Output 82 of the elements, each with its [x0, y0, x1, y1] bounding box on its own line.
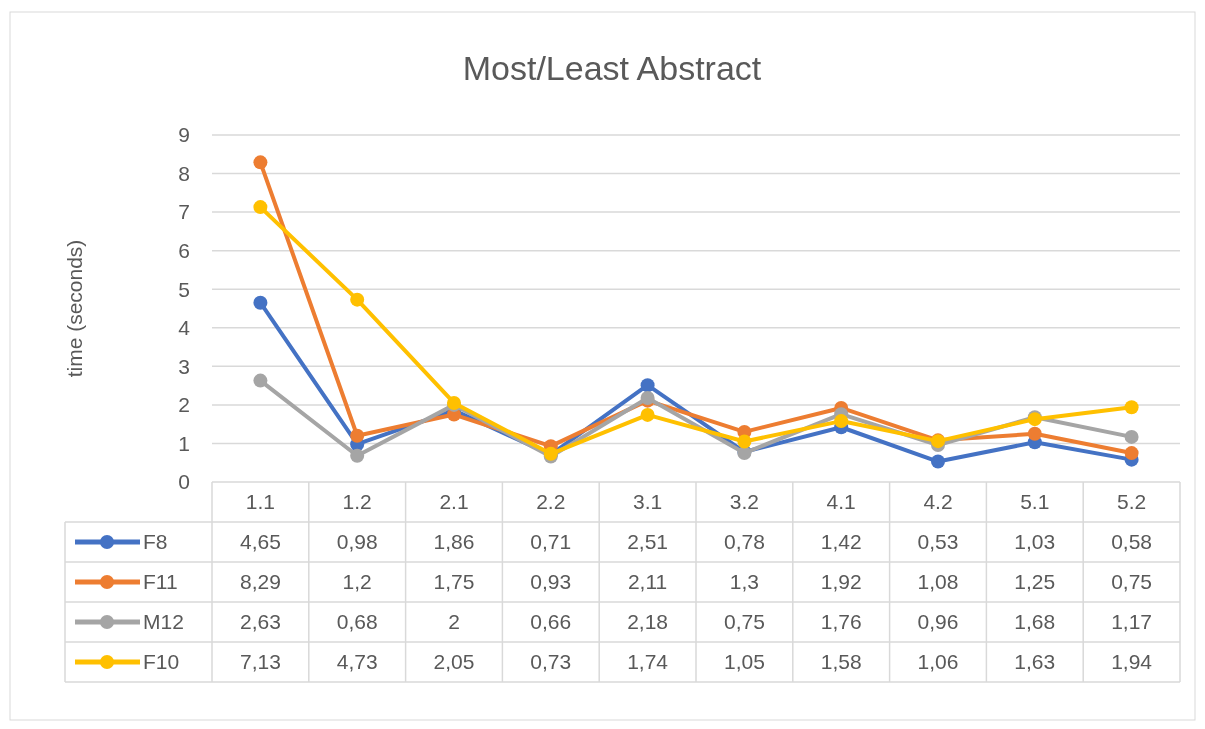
y-axis-title: time (seconds): [63, 239, 86, 378]
data-label: 1,76: [820, 610, 862, 634]
data-label: 0,58: [1111, 530, 1153, 554]
data-label: 8,29: [239, 570, 281, 594]
x-tick-label: 2.2: [536, 490, 566, 514]
legend-label: F11: [143, 570, 178, 594]
point: [931, 454, 945, 469]
y-tick-label: 5: [178, 277, 190, 301]
data-label: 2: [448, 610, 460, 634]
data-label: 4,65: [239, 530, 281, 554]
point: [640, 407, 655, 422]
data-label: 0,68: [336, 610, 378, 634]
data-label: 0,71: [530, 530, 572, 554]
point: [640, 378, 655, 393]
y-tick-label: 0: [178, 470, 190, 494]
x-tick-label: 1.1: [245, 490, 275, 514]
chart-title: Most/Least Abstract: [462, 49, 762, 87]
x-tick-label: 2.1: [439, 490, 469, 514]
data-label: 2,63: [239, 610, 281, 634]
point: [350, 448, 365, 463]
data-label: 1,25: [1014, 570, 1056, 594]
y-tick-label: 2: [178, 393, 190, 417]
data-label: 1,74: [627, 650, 669, 674]
data-label: 1,58: [820, 650, 862, 674]
point: [253, 155, 268, 170]
x-tick-label: 4.1: [826, 490, 856, 514]
legend-label: F10: [143, 650, 180, 674]
y-tick-label: 6: [178, 239, 190, 263]
data-label: 1,86: [433, 530, 475, 554]
data-label: 1,68: [1014, 610, 1056, 634]
data-label: 1,2: [342, 570, 372, 594]
point: [737, 434, 752, 449]
data-label: 7,13: [239, 650, 281, 674]
point: [253, 200, 268, 215]
data-label: 1,3: [729, 570, 759, 594]
x-tick-label: 3.1: [633, 490, 663, 514]
point: [350, 428, 365, 443]
data-label: 2,05: [433, 650, 475, 674]
point: [1124, 446, 1139, 461]
x-tick-label: 4.2: [923, 490, 953, 514]
data-label: 1,17: [1111, 610, 1153, 634]
data-label: 0,66: [530, 610, 572, 634]
data-label: 0,75: [1111, 570, 1153, 594]
point: [350, 292, 365, 307]
y-tick-label: 8: [178, 161, 190, 185]
data-label: 0,53: [917, 530, 959, 554]
x-tick-label: 5.1: [1020, 490, 1050, 514]
data-label: 1,03: [1014, 530, 1056, 554]
data-label: 0,93: [530, 570, 572, 594]
data-label: 0,98: [336, 530, 378, 554]
point: [253, 373, 268, 388]
y-tick-label: 3: [178, 354, 190, 378]
data-label: 1,06: [917, 650, 959, 674]
data-label: 1,75: [433, 570, 475, 594]
data-label: 2,11: [627, 570, 668, 594]
y-tick-label: 9: [178, 123, 190, 147]
data-label: 1,05: [723, 650, 765, 674]
data-label: 1,42: [820, 530, 862, 554]
data-label: 1,63: [1014, 650, 1056, 674]
data-label: 2,18: [627, 610, 669, 634]
point: [1124, 429, 1139, 444]
data-label: 0,78: [723, 530, 765, 554]
point: [1027, 426, 1042, 441]
point: [1124, 400, 1139, 415]
point: [834, 414, 849, 429]
legend-label: M12: [143, 610, 184, 634]
y-tick-label: 1: [178, 431, 190, 455]
data-label: 0,73: [530, 650, 572, 674]
data-label: 4,73: [336, 650, 378, 674]
y-tick-label: 4: [178, 316, 191, 340]
data-label: 1,08: [917, 570, 959, 594]
x-tick-label: 5.2: [1117, 490, 1147, 514]
data-label: 1,94: [1111, 650, 1153, 674]
point: [253, 295, 268, 310]
legend-label: F8: [143, 530, 168, 554]
x-tick-label: 1.2: [342, 490, 372, 514]
data-label: 0,96: [917, 610, 959, 634]
data-label: 0,75: [723, 610, 765, 634]
data-label: 2,51: [627, 530, 669, 554]
x-tick-label: 3.2: [729, 490, 759, 514]
y-tick-label: 7: [178, 200, 190, 224]
data-label: 1,92: [820, 570, 862, 594]
